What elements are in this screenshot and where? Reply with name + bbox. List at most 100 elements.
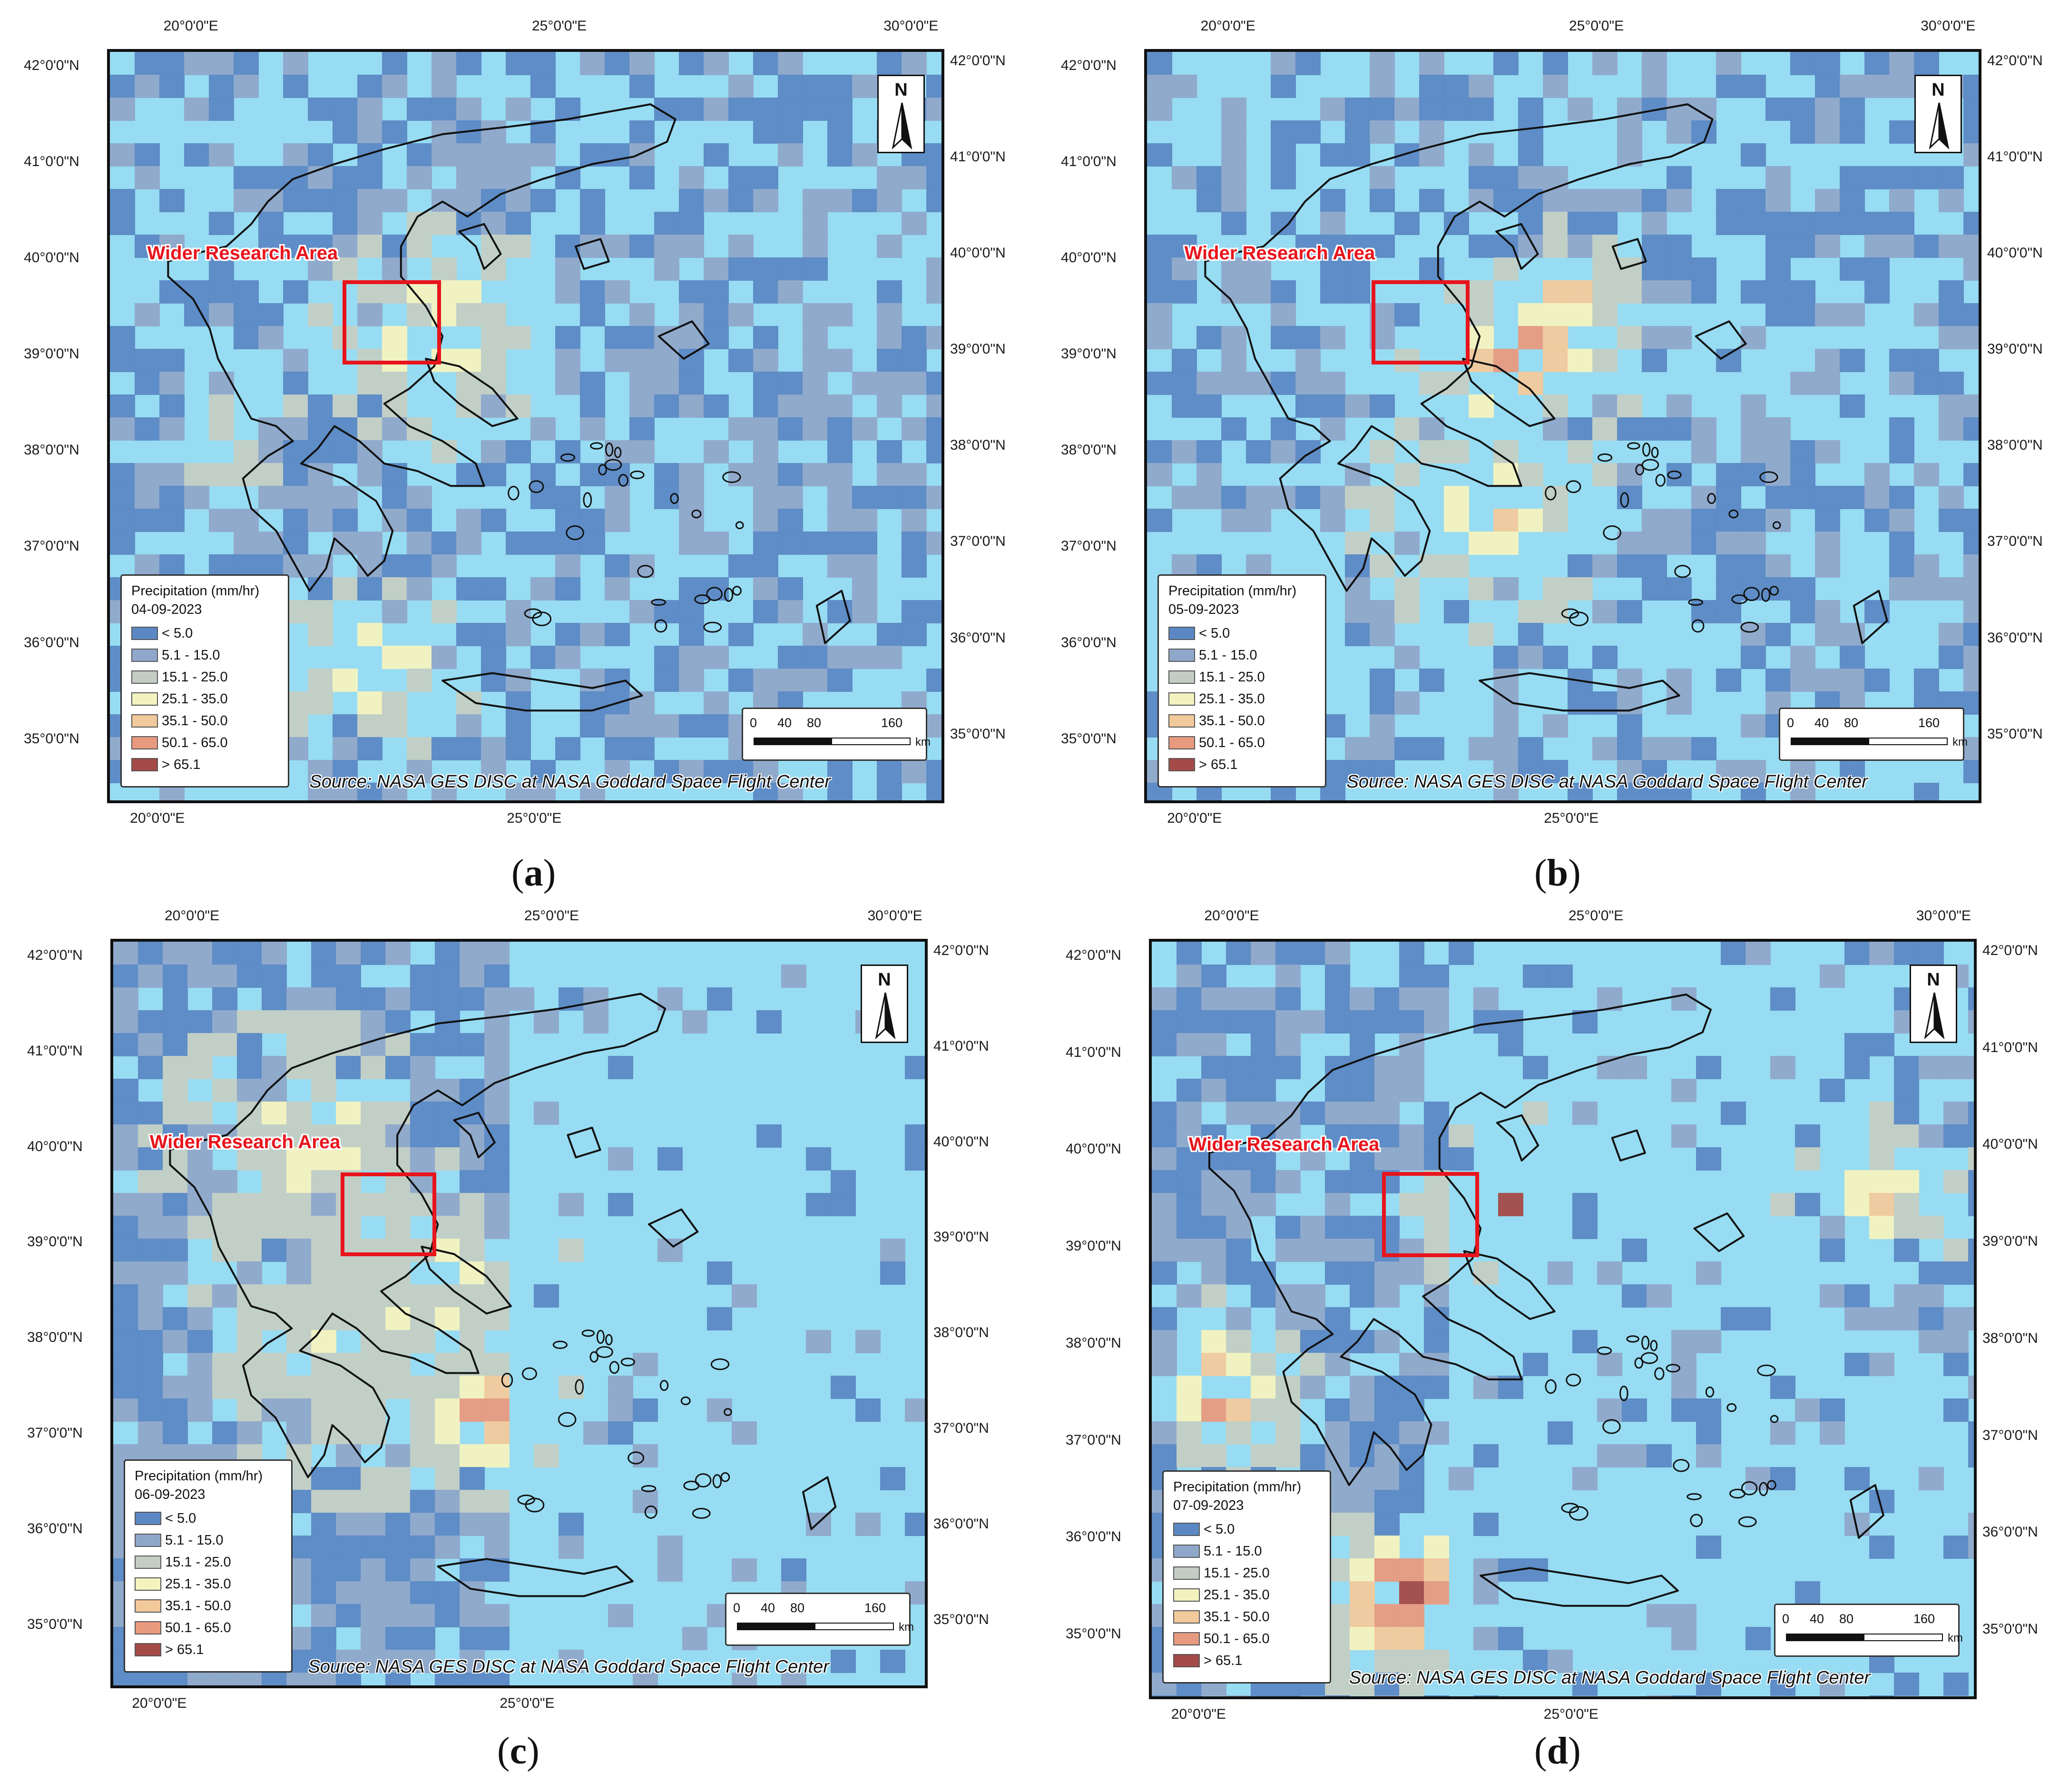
legend-swatch bbox=[1173, 1523, 1200, 1536]
chalkidiki-outline bbox=[1496, 1114, 1539, 1162]
island-outline bbox=[1707, 492, 1716, 504]
legend-label: 5.1 - 15.0 bbox=[1199, 647, 1257, 663]
legend-item: < 5.0 bbox=[1173, 1518, 1330, 1540]
left-latitude-label: 37°0'0"N bbox=[1061, 538, 1117, 554]
island-outline bbox=[692, 1507, 711, 1519]
top-longitude-label: 25°0'0"E bbox=[524, 908, 579, 924]
right-latitude-label: 38°0'0"N bbox=[1982, 1330, 2038, 1346]
north-label: N bbox=[1927, 970, 1940, 990]
scale-bar: 0 40 80 160 km bbox=[1779, 708, 1968, 761]
island-outline bbox=[1619, 1386, 1628, 1401]
legend-label: 25.1 - 35.0 bbox=[162, 691, 228, 707]
island-outline bbox=[722, 471, 741, 483]
research-area-box bbox=[1371, 280, 1470, 365]
legend-item: 50.1 - 65.0 bbox=[131, 732, 288, 754]
map-panel-d: 20°0'0"E 25°0'0"E 30°0'0"E 20°0'0"E 25°0'0"E… bbox=[1037, 890, 2069, 1780]
panel-label: (d) bbox=[1534, 1730, 1581, 1772]
island-outline bbox=[644, 1505, 657, 1519]
island-outline bbox=[1566, 480, 1581, 493]
island-outline bbox=[598, 464, 607, 476]
crete-outline bbox=[441, 672, 643, 712]
right-latitude-label: 39°0'0"N bbox=[933, 1229, 989, 1245]
island-outline bbox=[1603, 525, 1621, 541]
panel-label: (a) bbox=[511, 852, 556, 894]
island-outline bbox=[630, 470, 645, 480]
island-outline bbox=[1728, 509, 1739, 519]
right-latitude-label: 41°0'0"N bbox=[1987, 149, 2043, 165]
right-latitude-label: 35°0'0"N bbox=[933, 1611, 989, 1627]
island-outline bbox=[1640, 1352, 1658, 1364]
left-latitude-label: 40°0'0"N bbox=[27, 1138, 83, 1154]
map-frame: Wider Research Area N Precipitation (mm/hr… bbox=[1144, 49, 1981, 803]
legend-date: 07-09-2023 bbox=[1173, 1498, 1244, 1513]
island-outline bbox=[1743, 587, 1760, 601]
scale-tick-label: 160 bbox=[1913, 1612, 1935, 1626]
island-outline bbox=[724, 588, 734, 602]
left-latitude-label: 40°0'0"N bbox=[1061, 250, 1117, 266]
scale-tick-label: 40 bbox=[777, 716, 792, 730]
north-label: N bbox=[894, 80, 908, 100]
right-latitude-label: 41°0'0"N bbox=[933, 1038, 989, 1054]
legend-label: < 5.0 bbox=[1204, 1521, 1235, 1537]
left-latitude-label: 35°0'0"N bbox=[27, 1616, 83, 1632]
island-outline bbox=[605, 1334, 613, 1346]
island-outline bbox=[581, 1329, 595, 1337]
bottom-longitude-label: 20°0'0"E bbox=[1167, 810, 1222, 826]
island-outline bbox=[529, 480, 544, 493]
scale-tick-label: 80 bbox=[790, 1601, 805, 1615]
legend-item: 25.1 - 35.0 bbox=[1173, 1584, 1330, 1606]
euboea-outline bbox=[1462, 357, 1556, 427]
legend-label: 15.1 - 25.0 bbox=[1199, 669, 1265, 685]
scale-tick-label: 0 bbox=[733, 1601, 741, 1615]
island-outline bbox=[1635, 464, 1644, 476]
scale-unit: km bbox=[915, 736, 931, 748]
research-area-label: Wider Research Area bbox=[149, 1131, 341, 1152]
legend-swatch bbox=[1168, 714, 1195, 728]
left-latitude-label: 36°0'0"N bbox=[24, 634, 79, 650]
rhodes-outline bbox=[1849, 1484, 1884, 1539]
island-outline bbox=[732, 586, 742, 596]
euboea-outline bbox=[421, 1245, 512, 1315]
island-outline bbox=[1673, 1459, 1690, 1472]
island-outline bbox=[1759, 1482, 1768, 1497]
scale-tick-label: 80 bbox=[807, 716, 822, 730]
legend-swatch bbox=[1173, 1566, 1200, 1580]
right-latitude-label: 36°0'0"N bbox=[933, 1516, 989, 1532]
top-longitude-label: 25°0'0"E bbox=[1569, 18, 1624, 34]
legend: Precipitation (mm/hr) 06-09-2023 < 5.0 5.1 … bbox=[124, 1459, 293, 1673]
island-outline bbox=[1738, 1516, 1757, 1527]
greece-mainland-outline bbox=[1208, 994, 1712, 1486]
chalkidiki-outline bbox=[458, 223, 502, 270]
left-latitude-label: 38°0'0"N bbox=[27, 1329, 83, 1346]
island-outline bbox=[517, 1495, 535, 1505]
legend-item: 25.1 - 35.0 bbox=[1168, 688, 1325, 710]
euboea-outline bbox=[1463, 1250, 1556, 1320]
island-outline bbox=[1641, 459, 1659, 471]
island-outline bbox=[552, 1340, 568, 1349]
right-latitude-label: 39°0'0"N bbox=[1987, 341, 2043, 357]
legend-item: < 5.0 bbox=[1168, 622, 1325, 644]
legend-swatch bbox=[135, 1534, 161, 1547]
legend-label: < 5.0 bbox=[162, 625, 193, 641]
island-outline bbox=[1741, 1481, 1758, 1496]
bottom-longitude-label: 25°0'0"E bbox=[500, 1695, 555, 1711]
research-area-box bbox=[340, 1172, 436, 1257]
bottom-longitude-label: 20°0'0"E bbox=[132, 1695, 187, 1711]
panel-letter: c bbox=[510, 1730, 527, 1772]
legend: Precipitation (mm/hr) 05-09-2023 < 5.0 5.1 … bbox=[1157, 574, 1326, 788]
scale-tick-label: 40 bbox=[1810, 1612, 1824, 1626]
legend-item: > 65.1 bbox=[131, 754, 288, 776]
left-latitude-label: 39°0'0"N bbox=[1066, 1238, 1121, 1254]
legend: Precipitation (mm/hr) 07-09-2023 < 5.0 5.1 … bbox=[1162, 1470, 1331, 1684]
left-latitude-label: 36°0'0"N bbox=[27, 1520, 83, 1536]
legend-swatch bbox=[135, 1577, 161, 1591]
top-longitude-label: 20°0'0"E bbox=[1200, 18, 1255, 34]
island-outline bbox=[703, 621, 722, 633]
island-outline bbox=[1767, 1480, 1776, 1490]
map-frame: Wider Research Area N Precipitation (mm/hr… bbox=[110, 939, 928, 1688]
island-outline bbox=[735, 521, 744, 530]
island-outline bbox=[1674, 565, 1691, 578]
right-latitude-label: 36°0'0"N bbox=[950, 630, 1006, 646]
island-outline bbox=[712, 1474, 722, 1488]
legend-swatch bbox=[1173, 1588, 1200, 1602]
